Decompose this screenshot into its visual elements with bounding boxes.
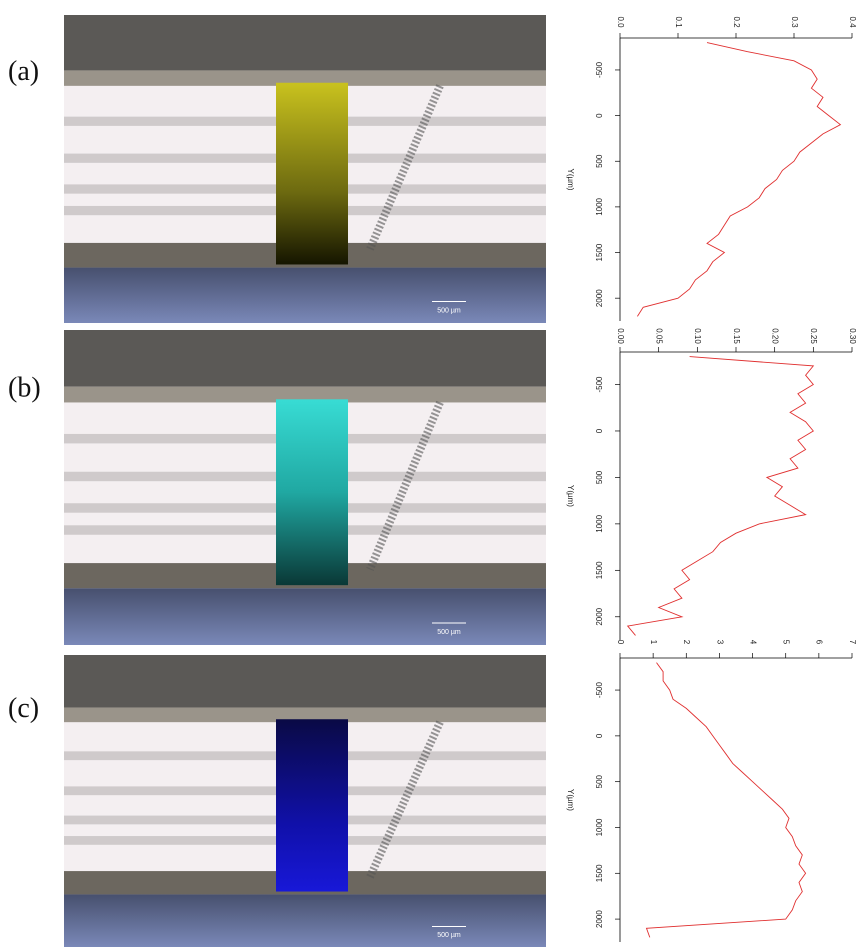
position-tick-label: 500 [595,470,604,484]
bottom-layer [64,267,546,323]
micrograph: 500 µm [64,330,546,645]
top-layer [64,655,546,708]
profile-line [645,662,807,938]
diag-streak [366,720,444,879]
position-tick-label: 500 [595,154,604,168]
value-tick-label: 0.00 [616,328,625,344]
value-tick-label: 4 [748,640,757,645]
position-tick-label: 1000 [595,514,604,532]
top-layer [64,15,546,71]
value-tick-label: 0.0 [616,16,625,28]
bottom-layer [64,894,546,947]
scale-bar-label: 500 µm [437,308,461,315]
value-tick-label: 0.30 [848,328,857,344]
profile-line [637,42,842,317]
panel-label: (c) [8,693,39,724]
position-tick-label: -500 [595,682,604,699]
position-tick-label: 0 [595,733,604,738]
value-tick-label: 2 [682,640,691,645]
bottom-layer [64,588,546,645]
value-tick-label: 0.05 [655,328,664,344]
position-tick-label: -500 [595,61,604,78]
value-tick-label: 1 [649,640,658,645]
position-tick-label: 2000 [595,289,604,307]
micrograph: 500 µm [64,15,546,323]
value-tick-label: 3 [715,640,724,645]
top-edge [64,386,546,403]
panel-label: (b) [8,372,41,403]
position-tick-label: 1500 [595,243,604,261]
value-tick-label: 0.10 [693,328,702,344]
value-tick-label: 0.15 [732,328,741,344]
value-tick-label: 0.3 [790,16,799,28]
value-tick-label: 0 [616,640,625,645]
value-tick-label: 5 [782,640,791,645]
position-tick-label: 0 [595,428,604,433]
value-tick-label: 0.2 [732,16,741,28]
position-tick-label: 500 [595,774,604,788]
value-tick-label: 0.4 [848,16,857,28]
micrograph: 500 µm [64,655,546,947]
top-edge [64,70,546,86]
position-tick-label: 2000 [595,607,604,625]
position-tick-label: 1500 [595,561,604,579]
position-tick-label: 2000 [595,910,604,928]
position-tick-label: -500 [595,376,604,393]
top-layer [64,330,546,387]
value-tick-label: 0.25 [809,328,818,344]
value-tick-label: 7 [848,640,857,645]
scale-bar-label: 500 µm [437,932,461,939]
position-tick-label: 1500 [595,864,604,882]
axis-title: Y(µm) [566,169,575,191]
value-tick-label: 0.20 [771,328,780,344]
overlay [276,719,348,892]
position-tick-label: 0 [595,113,604,118]
panel-label: (a) [8,56,39,87]
value-tick-label: 0.1 [674,16,683,28]
overlay [276,399,348,586]
diag-streak [366,84,444,251]
position-tick-label: 1000 [595,818,604,836]
axis-title: Y(µm) [566,485,575,507]
overlay [276,82,348,265]
top-edge [64,707,546,723]
value-tick-label: 6 [815,640,824,645]
position-tick-label: 1000 [595,197,604,215]
profile-line [626,356,815,636]
axis-title: Y(µm) [566,789,575,811]
scale-bar-label: 500 µm [437,629,461,636]
